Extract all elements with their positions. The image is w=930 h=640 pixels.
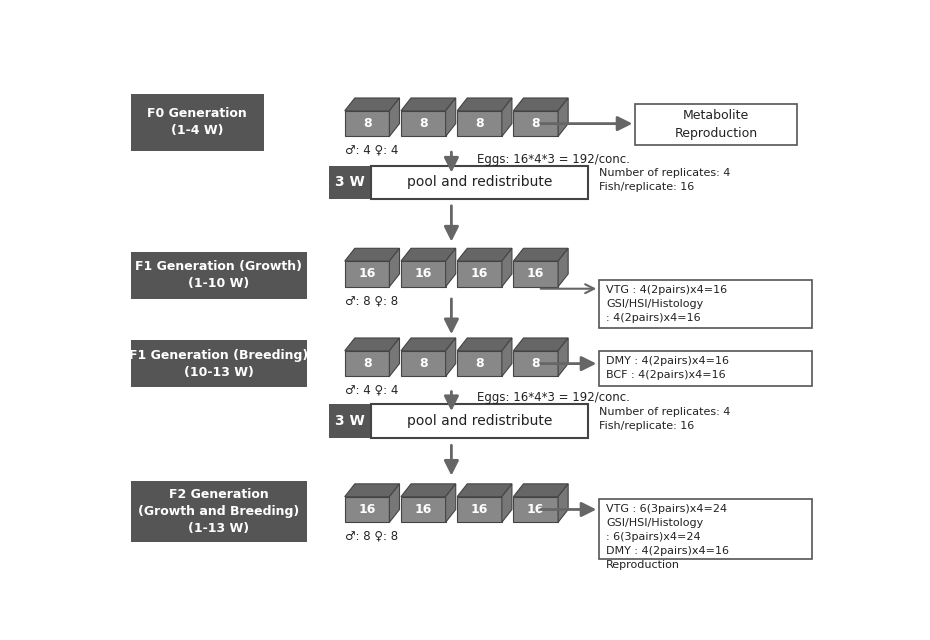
Text: Eggs: 16*4*3 = 192/conc.: Eggs: 16*4*3 = 192/conc.	[476, 152, 630, 166]
Text: VTG : 6(3pairs)x4=24
GSI/HSI/Histology
: 6(3pairs)x4=24
DMY : 4(2pairs)x4=16
Rep: VTG : 6(3pairs)x4=24 GSI/HSI/Histology :…	[606, 504, 729, 570]
Text: 16: 16	[471, 268, 488, 280]
FancyBboxPatch shape	[458, 351, 502, 376]
Polygon shape	[345, 248, 400, 261]
Polygon shape	[502, 338, 512, 376]
FancyBboxPatch shape	[599, 499, 812, 559]
Polygon shape	[401, 248, 456, 261]
Text: 8: 8	[363, 357, 371, 370]
FancyBboxPatch shape	[130, 340, 307, 387]
FancyBboxPatch shape	[130, 481, 307, 543]
Text: 16: 16	[471, 503, 488, 516]
Text: 8: 8	[419, 117, 428, 130]
Polygon shape	[390, 484, 400, 522]
Text: F1 Generation (Breeding)
(10-13 W): F1 Generation (Breeding) (10-13 W)	[129, 349, 309, 379]
Polygon shape	[401, 484, 456, 497]
Polygon shape	[445, 484, 456, 522]
Text: ♂: 8 ♀: 8: ♂: 8 ♀: 8	[345, 530, 398, 543]
FancyBboxPatch shape	[130, 252, 307, 298]
Polygon shape	[513, 484, 568, 497]
Text: 16: 16	[527, 268, 544, 280]
Text: 3 W: 3 W	[335, 175, 365, 189]
FancyBboxPatch shape	[329, 166, 371, 199]
Text: ♂: 8 ♀: 8: ♂: 8 ♀: 8	[345, 294, 398, 307]
FancyBboxPatch shape	[371, 404, 589, 438]
Polygon shape	[458, 248, 512, 261]
Polygon shape	[390, 98, 400, 136]
Polygon shape	[458, 338, 512, 351]
FancyBboxPatch shape	[458, 261, 502, 287]
FancyBboxPatch shape	[401, 261, 445, 287]
Polygon shape	[445, 338, 456, 376]
Polygon shape	[458, 98, 512, 111]
Polygon shape	[502, 484, 512, 522]
Text: 16: 16	[358, 503, 376, 516]
Text: pool and redistribute: pool and redistribute	[406, 175, 552, 189]
Polygon shape	[390, 248, 400, 287]
Polygon shape	[401, 98, 456, 111]
Polygon shape	[513, 98, 568, 111]
Polygon shape	[445, 248, 456, 287]
FancyBboxPatch shape	[345, 351, 390, 376]
Text: F0 Generation
(1-4 W): F0 Generation (1-4 W)	[148, 108, 247, 138]
Polygon shape	[502, 248, 512, 287]
FancyBboxPatch shape	[401, 111, 445, 136]
FancyBboxPatch shape	[513, 111, 558, 136]
Text: 16: 16	[527, 503, 544, 516]
Text: 8: 8	[475, 117, 484, 130]
Text: pool and redistribute: pool and redistribute	[406, 414, 552, 428]
Polygon shape	[502, 98, 512, 136]
FancyBboxPatch shape	[513, 497, 558, 522]
Polygon shape	[558, 98, 568, 136]
Text: Metabolite
Reproduction: Metabolite Reproduction	[674, 109, 758, 140]
FancyBboxPatch shape	[458, 111, 502, 136]
FancyBboxPatch shape	[599, 351, 812, 386]
Polygon shape	[345, 338, 400, 351]
Text: 8: 8	[531, 357, 540, 370]
Polygon shape	[401, 338, 456, 351]
FancyBboxPatch shape	[329, 404, 371, 438]
FancyBboxPatch shape	[599, 280, 812, 328]
Text: 8: 8	[531, 117, 540, 130]
Text: ♂: 4 ♀: 4: ♂: 4 ♀: 4	[345, 144, 398, 157]
FancyBboxPatch shape	[458, 497, 502, 522]
Text: Number of replicates: 4
Fish/replicate: 16: Number of replicates: 4 Fish/replicate: …	[599, 407, 731, 431]
Text: F2 Generation
(Growth and Breeding)
(1-13 W): F2 Generation (Growth and Breeding) (1-1…	[139, 488, 299, 535]
Text: 8: 8	[363, 117, 371, 130]
Text: Eggs: 16*4*3 = 192/conc.: Eggs: 16*4*3 = 192/conc.	[476, 390, 630, 404]
Polygon shape	[513, 338, 568, 351]
Text: 3 W: 3 W	[335, 414, 365, 428]
Text: 16: 16	[358, 268, 376, 280]
Polygon shape	[445, 98, 456, 136]
Polygon shape	[558, 484, 568, 522]
FancyBboxPatch shape	[401, 351, 445, 376]
FancyBboxPatch shape	[371, 166, 589, 199]
Text: 8: 8	[475, 357, 484, 370]
FancyBboxPatch shape	[345, 111, 390, 136]
Polygon shape	[345, 98, 400, 111]
FancyBboxPatch shape	[130, 94, 264, 150]
Text: DMY : 4(2pairs)x4=16
BCF : 4(2pairs)x4=16: DMY : 4(2pairs)x4=16 BCF : 4(2pairs)x4=1…	[606, 356, 729, 380]
Polygon shape	[513, 248, 568, 261]
Polygon shape	[558, 248, 568, 287]
Polygon shape	[345, 484, 400, 497]
Text: 16: 16	[415, 268, 432, 280]
FancyBboxPatch shape	[635, 104, 797, 145]
Text: F1 Generation (Growth)
(1-10 W): F1 Generation (Growth) (1-10 W)	[136, 260, 302, 290]
FancyBboxPatch shape	[401, 497, 445, 522]
Text: 16: 16	[415, 503, 432, 516]
FancyBboxPatch shape	[513, 261, 558, 287]
Text: VTG : 4(2pairs)x4=16
GSI/HSI/Histology
: 4(2pairs)x4=16: VTG : 4(2pairs)x4=16 GSI/HSI/Histology :…	[606, 285, 727, 323]
Polygon shape	[390, 338, 400, 376]
Text: 8: 8	[419, 357, 428, 370]
Polygon shape	[558, 338, 568, 376]
Text: ♂: 4 ♀: 4: ♂: 4 ♀: 4	[345, 384, 398, 397]
FancyBboxPatch shape	[345, 261, 390, 287]
FancyBboxPatch shape	[345, 497, 390, 522]
FancyBboxPatch shape	[513, 351, 558, 376]
Polygon shape	[458, 484, 512, 497]
Text: Number of replicates: 4
Fish/replicate: 16: Number of replicates: 4 Fish/replicate: …	[599, 168, 731, 193]
